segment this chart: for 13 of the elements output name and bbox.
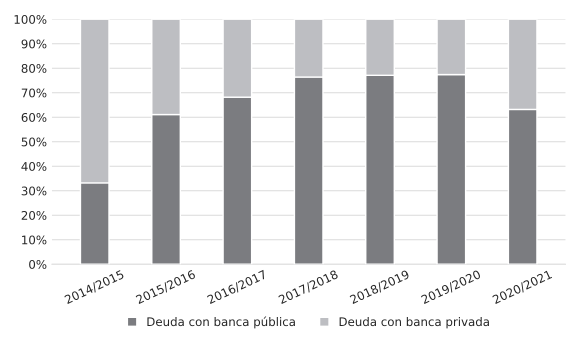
y-tick-label: 20% bbox=[22, 210, 46, 220]
legend-label: Deuda con banca pública bbox=[147, 316, 295, 328]
y-tick-label: 40% bbox=[21, 162, 46, 171]
y-tick-label: 50% bbox=[22, 137, 46, 146]
y-tick-label: 10% bbox=[22, 235, 46, 244]
y-tick-label: 100% bbox=[14, 14, 46, 24]
y-tick-label: 60% bbox=[22, 112, 46, 122]
legend-label: Deuda con banca privada bbox=[340, 316, 489, 328]
y-tick-label: 80% bbox=[22, 64, 46, 73]
y-tick-label: 30% bbox=[22, 186, 46, 196]
y-tick-label: 0% bbox=[29, 260, 46, 269]
y-tick-label: 90% bbox=[22, 39, 46, 48]
y-tick-label: 70% bbox=[22, 88, 46, 98]
